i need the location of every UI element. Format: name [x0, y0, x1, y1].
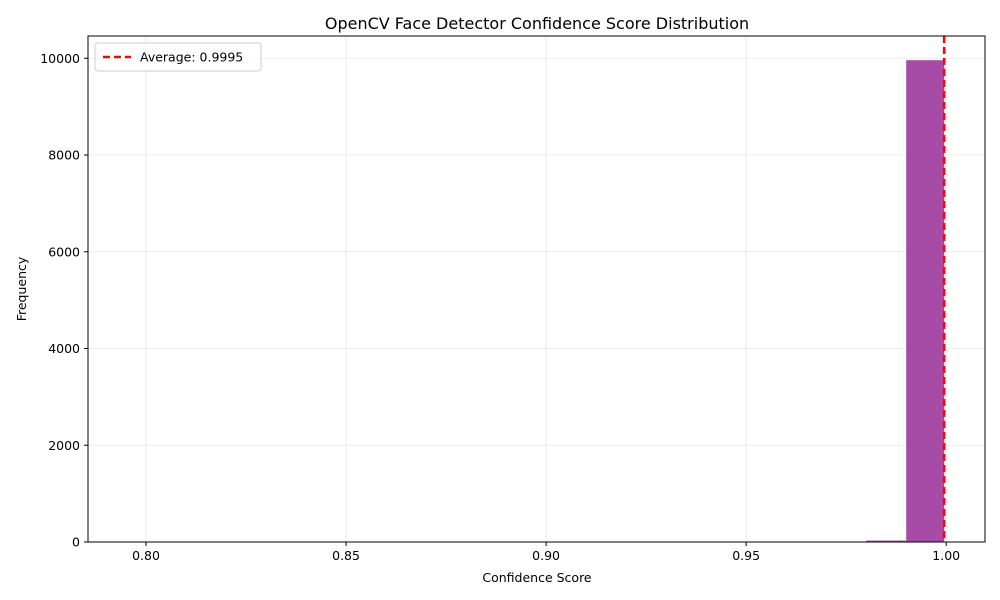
histogram-bar-4	[906, 60, 945, 543]
legend-average-label: Average: 0.9995	[140, 50, 243, 65]
x-tick-label: 0.90	[532, 548, 560, 563]
legend: Average: 0.9995	[94, 42, 262, 72]
y-axis-ticks: 0 2000 4000 6000 8000 10000	[40, 51, 88, 550]
x-tick-label: 1.00	[932, 548, 960, 563]
x-tick-label: 0.85	[332, 548, 360, 563]
x-axis-label: Confidence Score	[482, 570, 592, 585]
y-tick-label: 8000	[48, 148, 80, 163]
histogram-bar-3	[866, 540, 907, 542]
legend-box	[94, 42, 262, 72]
plot-area	[88, 36, 985, 542]
y-tick-label: 4000	[48, 341, 80, 356]
x-tick-label: 0.95	[732, 548, 760, 563]
y-tick-label: 10000	[40, 51, 80, 66]
y-tick-label: 6000	[48, 244, 80, 259]
x-tick-label: 0.80	[132, 548, 160, 563]
histogram-bars	[786, 60, 945, 543]
chart-title: OpenCV Face Detector Confidence Score Di…	[325, 14, 749, 33]
y-tick-label: 0	[72, 535, 80, 550]
y-axis-label: Frequency	[14, 256, 29, 321]
y-tick-label: 2000	[48, 438, 80, 453]
plot-frame	[87, 35, 986, 543]
x-axis-ticks: 0.80 0.85 0.90 0.95 1.00	[132, 542, 960, 563]
